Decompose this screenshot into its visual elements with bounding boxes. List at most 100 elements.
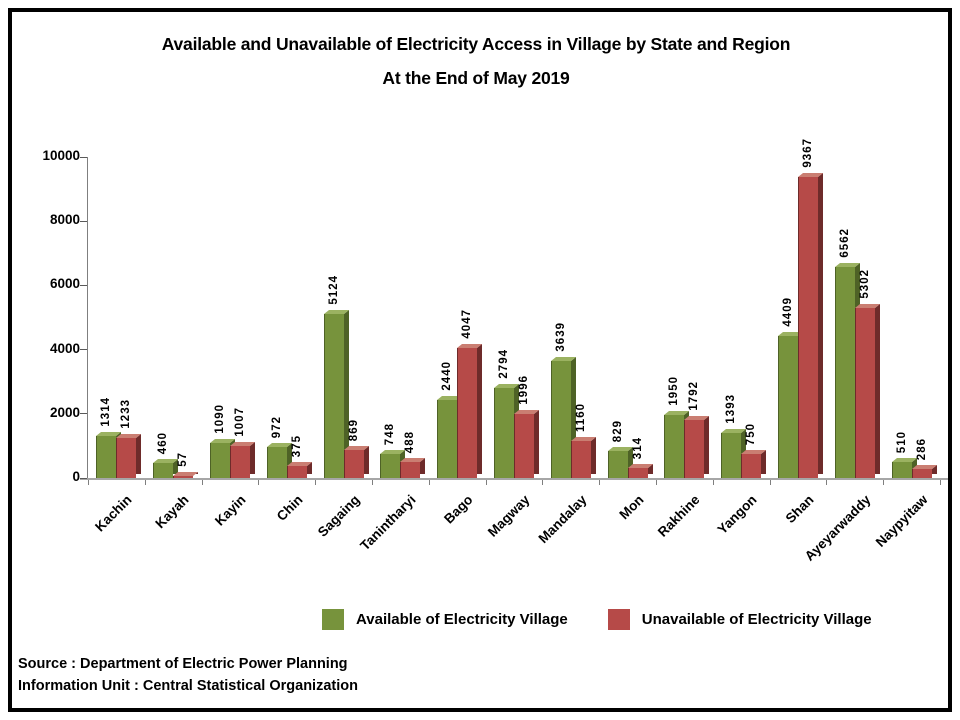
bar-available-Mon	[608, 447, 633, 478]
value-label: 4047	[461, 309, 473, 339]
x-axis-tick	[542, 480, 544, 485]
value-label: 1007	[234, 407, 246, 437]
value-label: 1233	[120, 399, 132, 429]
category-label-Kachin: Kachin	[92, 492, 136, 535]
bar-unavailable-Shan	[798, 173, 823, 478]
value-label: 4409	[782, 297, 794, 327]
value-label: 972	[271, 415, 283, 438]
y-axis-tick	[80, 477, 87, 479]
bar-available-Tanintharyi	[380, 450, 405, 478]
x-axis-tick	[315, 480, 317, 485]
value-label: 750	[745, 422, 757, 445]
legend-item-unavailable: Unavailable of Electricity Village	[607, 609, 872, 630]
category-label-Mon: Mon	[615, 492, 647, 523]
category-label-Sagaing: Sagaing	[314, 492, 363, 540]
legend-label-unavailable: Unavailable of Electricity Village	[641, 611, 872, 628]
source-line: Source : Department of Electric Power Pl…	[18, 656, 348, 672]
y-axis-tick	[80, 284, 87, 286]
bar-available-Kayah	[153, 459, 178, 478]
x-axis-tick	[599, 480, 601, 485]
value-label: 314	[632, 436, 644, 459]
unavailable-series-swatch	[607, 609, 630, 630]
information-unit-line: Information Unit : Central Statistical O…	[18, 678, 358, 694]
plot-area: 0 2000 4000 6000 8000 10000 1314 1233 Kachin 460 5…	[42, 138, 948, 564]
bar-available-Ayeyarwaddy	[835, 263, 860, 478]
y-axis-tick	[80, 220, 87, 222]
value-label: 375	[291, 434, 303, 457]
x-axis-tick	[485, 480, 487, 485]
bar-unavailable-Bago	[457, 344, 482, 478]
bar-unavailable-Sagaing	[344, 446, 369, 478]
category-label-Naypyitaw: Naypyitaw	[872, 492, 931, 550]
category-label-Tanintharyi: Tanintharyi	[357, 492, 419, 554]
value-label: 1393	[725, 394, 737, 424]
category-label-Chin: Chin	[273, 492, 306, 524]
bar-unavailable-Yangon	[741, 450, 766, 478]
bar-unavailable-Kayah	[173, 472, 198, 478]
category-label-Mandalay: Mandalay	[535, 492, 590, 547]
category-label-Shan: Shan	[782, 492, 817, 526]
bar-unavailable-Mon	[628, 464, 653, 478]
bar-available-Rakhine	[664, 411, 689, 478]
bar-unavailable-Naypyitaw	[912, 465, 937, 478]
value-label: 5124	[328, 275, 340, 305]
legend-item-available: Available of Electricity Village	[322, 609, 568, 630]
x-axis-tick	[883, 480, 885, 485]
x-axis-tick	[656, 480, 657, 485]
value-label: 1314	[100, 397, 112, 427]
category-label-Kayin: Kayin	[212, 492, 249, 529]
value-label: 510	[896, 430, 908, 453]
y-axis-label: 0	[72, 469, 80, 484]
y-axis-tick	[80, 413, 87, 415]
category-label-Rakhine: Rakhine	[655, 492, 703, 540]
bar-unavailable-Ayeyarwaddy	[855, 304, 880, 478]
x-axis-tick	[258, 480, 260, 485]
bar-unavailable-Kayin	[230, 442, 255, 478]
bar-available-Bago	[437, 396, 462, 478]
available-series-swatch	[322, 609, 344, 630]
bar-available-Shan	[778, 332, 803, 478]
category-label-Kayah: Kayah	[152, 492, 192, 532]
category-label-Yangon: Yangon	[714, 492, 760, 538]
x-axis-tick	[769, 480, 771, 485]
bar-available-Chin	[267, 443, 292, 478]
category-label-Ayeyarwaddy: Ayeyarwaddy	[801, 492, 874, 564]
y-axis-label: 6000	[49, 276, 80, 292]
bar-available-Magway	[494, 384, 519, 478]
value-label: 286	[916, 437, 928, 460]
value-label: 1950	[668, 376, 680, 406]
value-label: 2794	[498, 349, 510, 379]
x-axis-tick	[201, 480, 203, 485]
value-label: 1160	[575, 403, 587, 432]
y-axis-label: 10000	[42, 148, 80, 163]
value-label: 3639	[555, 322, 567, 352]
x-axis-tick	[940, 480, 941, 485]
bar-available-Mandalay	[551, 357, 576, 478]
bar-available-Kayin	[210, 439, 235, 478]
bar-available-Naypyitaw	[892, 458, 917, 478]
x-axis-line	[80, 478, 948, 480]
value-label: 1996	[518, 375, 530, 405]
category-label-Magway: Magway	[484, 492, 533, 540]
value-label: 2440	[441, 361, 453, 391]
value-label: 1792	[688, 381, 700, 411]
value-label: 829	[612, 419, 624, 442]
x-axis-tick	[372, 480, 373, 485]
bar-unavailable-Chin	[287, 462, 312, 478]
chart-title-line2: At the End of May 2019	[382, 68, 570, 88]
x-axis-tick	[428, 480, 430, 485]
x-axis-tick	[712, 480, 714, 485]
category-label-Bago: Bago	[441, 492, 476, 527]
y-axis-tick	[80, 349, 87, 351]
x-axis-tick	[144, 480, 146, 485]
chart-title-line1: Available and Unavailable of Electricity…	[161, 34, 791, 54]
legend: Available of Electricity Village Unavail…	[322, 609, 872, 630]
outer-frame: Available and Unavailable of Electricity…	[8, 8, 952, 712]
legend-label-available: Available of Electricity Village	[356, 611, 568, 628]
value-label: 57	[177, 452, 189, 467]
y-axis-label: 2000	[49, 404, 80, 420]
bar-available-Sagaing	[324, 310, 349, 478]
bar-unavailable-Rakhine	[684, 416, 709, 478]
bar-unavailable-Kachin	[116, 434, 141, 478]
